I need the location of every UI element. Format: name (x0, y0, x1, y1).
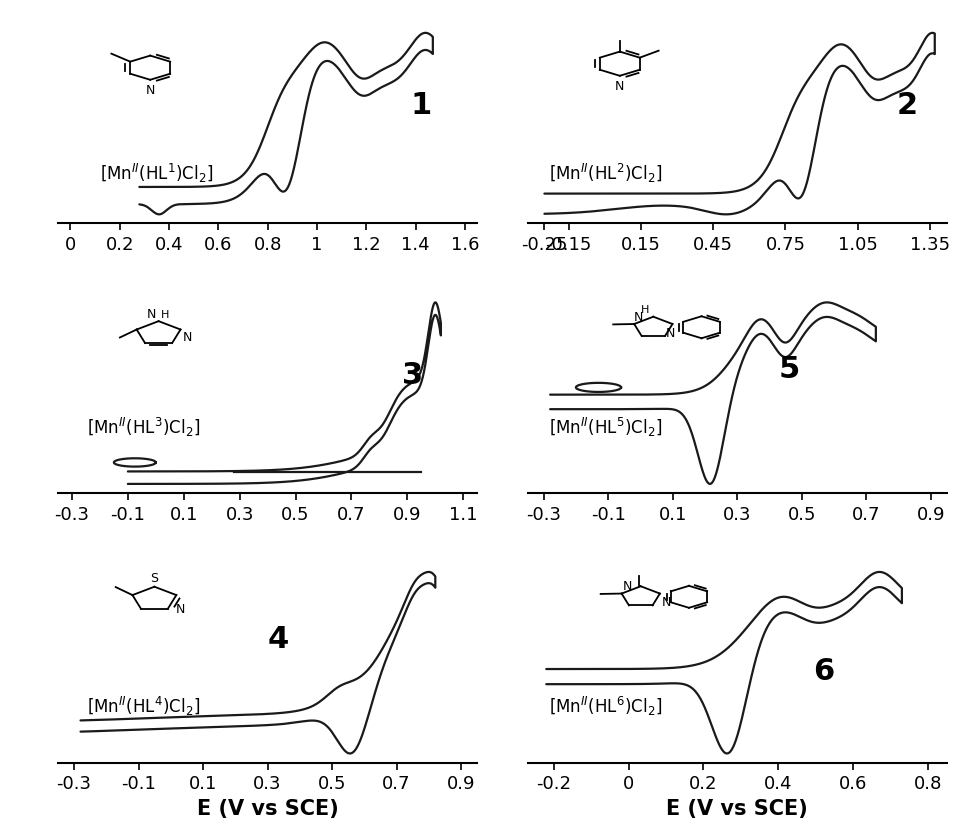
Text: N: N (146, 84, 155, 97)
Text: [Mn$^{II}$(HL$^2$)Cl$_2$]: [Mn$^{II}$(HL$^2$)Cl$_2$] (549, 162, 662, 185)
Text: H: H (640, 304, 649, 314)
Text: H: H (160, 310, 169, 320)
Text: N: N (634, 310, 642, 323)
Text: 4: 4 (268, 624, 289, 653)
Text: 3: 3 (402, 361, 423, 390)
Text: 1: 1 (411, 91, 432, 121)
Text: 2: 2 (896, 91, 918, 121)
Text: [Mn$^{II}$(HL$^6$)Cl$_2$]: [Mn$^{II}$(HL$^6$)Cl$_2$] (549, 695, 662, 718)
Text: 5: 5 (779, 355, 800, 384)
Text: N: N (666, 327, 675, 340)
X-axis label: E (V vs SCE): E (V vs SCE) (667, 798, 808, 818)
Text: [Mn$^{II}$(HL$^1$)Cl$_2$]: [Mn$^{II}$(HL$^1$)Cl$_2$] (99, 162, 213, 185)
Text: S: S (151, 571, 158, 584)
Text: N: N (176, 603, 185, 615)
Text: N: N (662, 596, 671, 608)
Text: 6: 6 (812, 656, 834, 685)
Text: [Mn$^{II}$(HL$^4$)Cl$_2$]: [Mn$^{II}$(HL$^4$)Cl$_2$] (87, 695, 200, 718)
Text: N: N (183, 331, 192, 344)
Text: [Mn$^{II}$(HL$^5$)Cl$_2$]: [Mn$^{II}$(HL$^5$)Cl$_2$] (549, 416, 662, 439)
Text: N: N (147, 308, 156, 321)
X-axis label: E (V vs SCE): E (V vs SCE) (197, 798, 338, 818)
Text: N: N (615, 80, 624, 93)
Text: [Mn$^{II}$(HL$^3$)Cl$_2$]: [Mn$^{II}$(HL$^3$)Cl$_2$] (87, 416, 200, 439)
Text: N: N (623, 579, 633, 592)
